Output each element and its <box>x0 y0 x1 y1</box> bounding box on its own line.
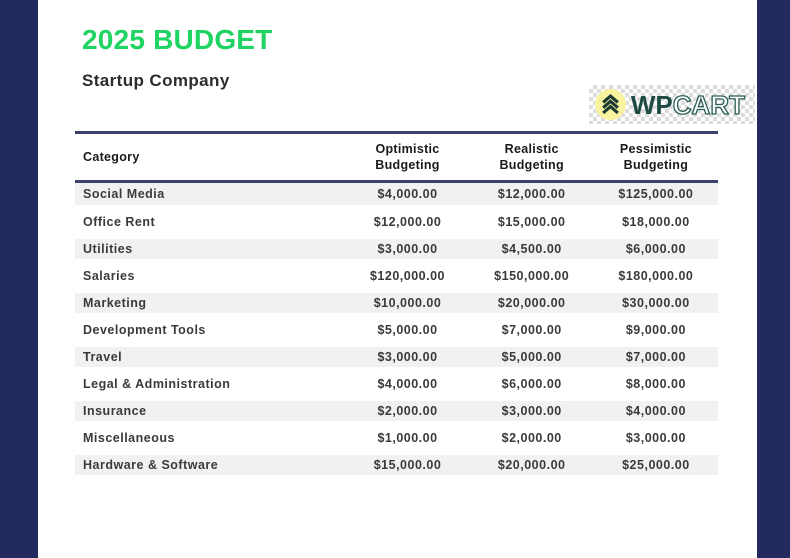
optimistic-cell: $4,000.00 <box>345 181 470 212</box>
optimistic-cell: $3,000.00 <box>345 343 470 374</box>
category-cell: Insurance <box>75 397 346 428</box>
table-row: Social Media $4,000.00 $12,000.00 $125,0… <box>75 181 718 212</box>
column-header-pessimistic: Pessimistic Budgeting <box>593 131 718 183</box>
budget-table-body: Social Media $4,000.00 $12,000.00 $125,0… <box>75 181 718 482</box>
pessimistic-cell: $8,000.00 <box>593 370 718 401</box>
optimistic-cell: $3,000.00 <box>345 235 470 266</box>
pessimistic-cell: $25,000.00 <box>593 451 718 482</box>
category-cell: Hardware & Software <box>75 451 346 482</box>
column-header-category: Category <box>75 131 346 183</box>
column-header-realistic: Realistic Budgeting <box>469 131 594 183</box>
table-row: Hardware & Software $15,000.00 $20,000.0… <box>75 451 718 482</box>
wpcart-logo: WP CART <box>588 85 755 124</box>
category-cell: Office Rent <box>75 208 346 239</box>
table-row: Marketing $10,000.00 $20,000.00 $30,000.… <box>75 289 718 320</box>
realistic-cell: $5,000.00 <box>469 343 594 374</box>
optimistic-cell: $5,000.00 <box>345 316 470 347</box>
optimistic-cell: $12,000.00 <box>345 208 470 239</box>
table-row: Travel $3,000.00 $5,000.00 $7,000.00 <box>75 343 718 374</box>
pessimistic-cell: $125,000.00 <box>593 181 718 212</box>
page-subtitle: Startup Company <box>82 71 230 90</box>
pessimistic-cell: $4,000.00 <box>593 397 718 428</box>
optimistic-cell: $15,000.00 <box>345 451 470 482</box>
realistic-cell: $150,000.00 <box>469 262 594 293</box>
table-header-row: Category Optimistic Budgeting Realistic … <box>75 131 718 183</box>
table-row: Salaries $120,000.00 $150,000.00 $180,00… <box>75 262 718 293</box>
logo-text-secondary: CART <box>672 89 746 120</box>
optimistic-cell: $1,000.00 <box>345 424 470 455</box>
table-row: Development Tools $5,000.00 $7,000.00 $9… <box>75 316 718 347</box>
table-row: Miscellaneous $1,000.00 $2,000.00 $3,000… <box>75 424 718 455</box>
table-row: Legal & Administration $4,000.00 $6,000.… <box>75 370 718 401</box>
realistic-cell: $7,000.00 <box>469 316 594 347</box>
category-cell: Salaries <box>75 262 346 293</box>
pessimistic-cell: $7,000.00 <box>593 343 718 374</box>
pessimistic-cell: $18,000.00 <box>593 208 718 239</box>
realistic-cell: $3,000.00 <box>469 397 594 428</box>
realistic-cell: $12,000.00 <box>469 181 594 212</box>
realistic-cell: $4,500.00 <box>469 235 594 266</box>
category-cell: Travel <box>75 343 346 374</box>
realistic-cell: $6,000.00 <box>469 370 594 401</box>
category-cell: Social Media <box>75 181 346 212</box>
category-cell: Legal & Administration <box>75 370 346 401</box>
pessimistic-cell: $180,000.00 <box>593 262 718 293</box>
optimistic-cell: $4,000.00 <box>345 370 470 401</box>
page-title: 2025 BUDGET <box>82 24 273 55</box>
realistic-cell: $20,000.00 <box>469 451 594 482</box>
category-cell: Marketing <box>75 289 346 320</box>
pessimistic-cell: $3,000.00 <box>593 424 718 455</box>
pessimistic-cell: $9,000.00 <box>593 316 718 347</box>
category-cell: Development Tools <box>75 316 346 347</box>
table-row: Utilities $3,000.00 $4,500.00 $6,000.00 <box>75 235 718 266</box>
pessimistic-cell: $6,000.00 <box>593 235 718 266</box>
category-cell: Utilities <box>75 235 346 266</box>
realistic-cell: $15,000.00 <box>469 208 594 239</box>
table-row: Insurance $2,000.00 $3,000.00 $4,000.00 <box>75 397 718 428</box>
right-border-bar <box>757 0 790 558</box>
optimistic-cell: $120,000.00 <box>345 262 470 293</box>
category-cell: Miscellaneous <box>75 424 346 455</box>
budget-table: Category Optimistic Budgeting Realistic … <box>75 131 718 482</box>
logo-text-primary: WP <box>630 89 673 120</box>
realistic-cell: $20,000.00 <box>469 289 594 320</box>
table-row: Office Rent $12,000.00 $15,000.00 $18,00… <box>75 208 718 239</box>
column-header-optimistic: Optimistic Budgeting <box>345 131 470 183</box>
pessimistic-cell: $30,000.00 <box>593 289 718 320</box>
realistic-cell: $2,000.00 <box>469 424 594 455</box>
chevrons-up-icon <box>594 89 626 120</box>
optimistic-cell: $10,000.00 <box>345 289 470 320</box>
optimistic-cell: $2,000.00 <box>345 397 470 428</box>
left-border-bar <box>0 0 38 558</box>
